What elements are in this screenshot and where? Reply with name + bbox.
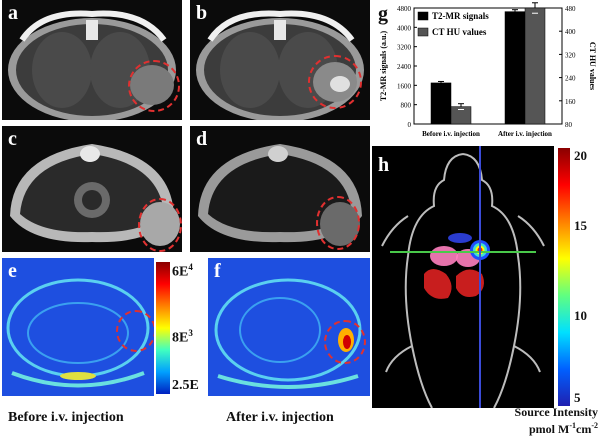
- caption-before: Before i.v. injection: [8, 410, 124, 425]
- panel-label-b: b: [196, 2, 208, 24]
- bar-ct-hu: [524, 7, 546, 125]
- mr-thorax-before-graphic: [10, 144, 180, 246]
- tumor-circle: [128, 60, 180, 112]
- pa-colorbar-max: 6E4: [172, 262, 193, 280]
- y-right-tick-label: 400: [565, 28, 576, 36]
- fluorescence-colorbar-tick: 20: [574, 148, 587, 163]
- panel-label-a: a: [8, 2, 18, 24]
- fluorescence-colorbar-tick: 5: [574, 390, 581, 405]
- pa-colorbar-min: 2.5E: [172, 378, 199, 393]
- fluorescence-colorbar: [558, 148, 570, 406]
- bar-t2mr: [430, 82, 452, 125]
- y-left-tick-label: 800: [401, 102, 412, 110]
- y-right-tick-label: 480: [565, 5, 576, 13]
- y-right-axis-label: CT HU values: [588, 42, 597, 90]
- panel-label-f: f: [214, 260, 221, 282]
- y-right-tick-label: 320: [565, 51, 576, 59]
- photoacoustic-image-before: e: [2, 258, 154, 396]
- y-left-tick-label: 4000: [397, 24, 412, 32]
- y-left-tick-label: 2400: [397, 63, 412, 71]
- legend-swatch: [417, 11, 429, 21]
- x-tick-label: After i.v. injection: [498, 130, 552, 138]
- x-tick-label: Before i.v. injection: [422, 130, 480, 138]
- y-left-tick-label: 3200: [397, 44, 412, 52]
- panel-label-g: g: [378, 3, 388, 25]
- panel-label-d: d: [196, 128, 208, 150]
- y-left-tick-label: 4800: [397, 5, 412, 13]
- ct-image-before: a: [2, 0, 182, 120]
- bar-chart-panel: g 0 800 1600 2400 3200 4000 4800 80 160 240 320 400…: [374, 0, 600, 140]
- fluorescence-colorbar-tick: 15: [574, 218, 587, 233]
- pa-colorbar-mid: 8E3: [172, 328, 193, 346]
- mr-image-before: c: [2, 126, 182, 252]
- fluorescence-colorbar-tick: 10: [574, 308, 587, 323]
- tumor-circle: [116, 310, 154, 352]
- tumor-circle: [324, 320, 366, 364]
- fluorescence-colorbar-label: Source Intensity pmol M-1cm-2: [514, 405, 598, 436]
- y-right-tick-label: 160: [565, 98, 576, 106]
- legend-swatch: [417, 27, 429, 37]
- panel-label-e: e: [8, 260, 17, 282]
- y-left-axis-label: T2-MR signals (a.u.): [379, 31, 388, 102]
- tumor-circle: [308, 55, 362, 109]
- tumor-circle: [138, 198, 182, 252]
- y-left-tick-label: 0: [408, 121, 412, 129]
- photoacoustic-image-after: f: [208, 258, 370, 396]
- bar-t2mr: [504, 11, 526, 125]
- caption-after: After i.v. injection: [226, 410, 334, 425]
- tumor-circle: [316, 196, 360, 250]
- pa-colorbar: [156, 262, 170, 394]
- mouse-body-graphic: [381, 146, 545, 408]
- legend-label: CT HU values: [432, 27, 487, 37]
- ct-image-after: b: [190, 0, 370, 120]
- panel-label-h: h: [378, 154, 390, 176]
- y-left-tick-label: 1600: [397, 82, 412, 90]
- legend-label: T2-MR signals: [432, 11, 489, 21]
- bar-chart: g 0 800 1600 2400 3200 4000 4800 80 160 240 320 400…: [378, 2, 597, 138]
- mr-image-after: d: [190, 126, 370, 252]
- y-right-tick-label: 80: [565, 121, 573, 129]
- y-right-tick-label: 240: [565, 75, 576, 83]
- panel-label-c: c: [8, 128, 17, 150]
- fluorescence-image: h: [372, 146, 554, 408]
